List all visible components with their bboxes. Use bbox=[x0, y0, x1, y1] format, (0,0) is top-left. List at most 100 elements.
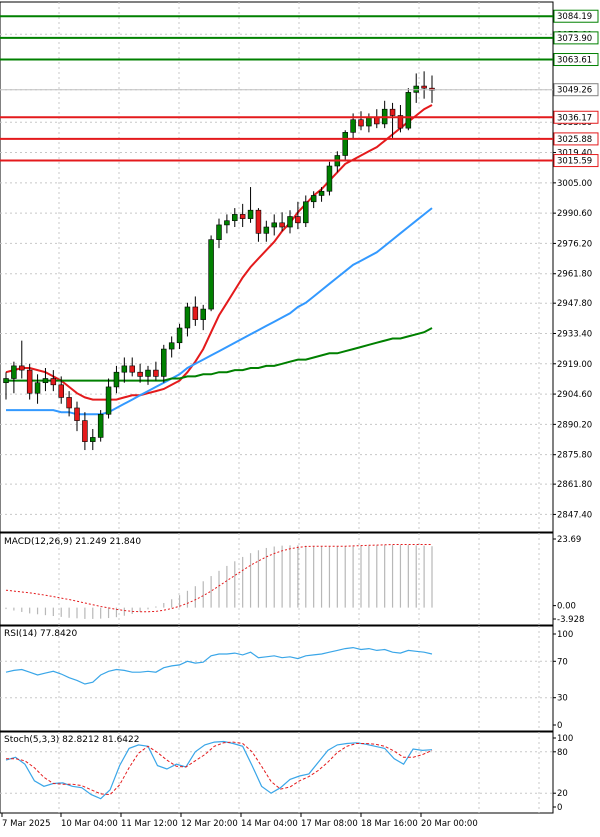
rsi-axis-label: 100 bbox=[557, 630, 573, 640]
candle-body bbox=[429, 87, 435, 91]
candle-body bbox=[287, 216, 293, 228]
candle-body bbox=[129, 365, 135, 373]
candle-body bbox=[121, 365, 128, 373]
candle-body bbox=[303, 201, 309, 224]
candle-body bbox=[26, 369, 33, 394]
macd-axis-label: 23.69 bbox=[557, 535, 581, 545]
candle-body bbox=[145, 369, 151, 377]
rsi-axis-label: 0 bbox=[557, 721, 562, 731]
candle-body bbox=[366, 117, 372, 127]
price-axis-label: 2947.80 bbox=[557, 299, 592, 309]
candle-body bbox=[74, 407, 80, 421]
level-tag-label: 3025.88 bbox=[557, 135, 592, 145]
level-tag bbox=[553, 110, 599, 124]
candle-body bbox=[184, 306, 191, 329]
candle-body bbox=[34, 382, 41, 394]
level-tag-label: 3063.61 bbox=[557, 56, 592, 66]
candle-body bbox=[310, 195, 317, 203]
candle-body bbox=[358, 119, 364, 127]
current-price-tag bbox=[553, 83, 599, 97]
stochastic-axis-label: 0 bbox=[557, 803, 562, 813]
macd-frame bbox=[0, 532, 554, 626]
stochastic-d-line bbox=[6, 741, 433, 796]
rsi-panel: 100 70 30 0 bbox=[0, 625, 573, 732]
candle-body bbox=[216, 224, 222, 240]
candle-body bbox=[66, 397, 72, 409]
x-axis-label: 10 Mar 04:00 bbox=[61, 819, 118, 829]
x-axis-label: 17 Mar 08:00 bbox=[301, 819, 358, 829]
current-price-label: 3049.26 bbox=[557, 86, 592, 96]
level-tag bbox=[553, 31, 599, 45]
moving-average-line bbox=[5, 104, 433, 401]
x-axis-label: 14 Mar 04:00 bbox=[241, 819, 298, 829]
stochastic-label: Stoch(5,3,3) 82.8212 81.6422 bbox=[4, 735, 139, 745]
moving-average-line bbox=[6, 327, 433, 382]
candle-body bbox=[397, 115, 404, 129]
x-axis-label: 11 Mar 12:00 bbox=[121, 819, 178, 829]
candle-body bbox=[421, 85, 427, 89]
candle-body bbox=[413, 85, 419, 93]
candle-body bbox=[405, 92, 412, 129]
x-axis-label: 18 Mar 16:00 bbox=[361, 819, 418, 829]
candle-body bbox=[42, 378, 49, 384]
stochastic-panel: 100 80 20 0 bbox=[0, 731, 573, 814]
candle-body bbox=[97, 413, 104, 438]
candle-body bbox=[255, 209, 262, 234]
candle-body bbox=[247, 209, 254, 219]
x-axis-label: 20 Mar 00:00 bbox=[421, 819, 478, 829]
macd-axis-label: -3.928 bbox=[557, 615, 584, 625]
stochastic-axis-label: 20 bbox=[557, 789, 568, 799]
stochastic-frame bbox=[0, 731, 554, 814]
price-frame bbox=[0, 1, 554, 533]
candle-body bbox=[192, 306, 199, 320]
candle-body bbox=[239, 214, 246, 219]
level-tag bbox=[553, 154, 599, 168]
candle-body bbox=[19, 365, 25, 371]
candle-body bbox=[263, 226, 270, 234]
candle-body bbox=[350, 119, 356, 133]
candle-body bbox=[326, 165, 333, 192]
candle-body bbox=[271, 222, 277, 228]
stochastic-k-line bbox=[5, 740, 433, 800]
candle-body bbox=[90, 437, 96, 442]
rsi-axis-label: 30 bbox=[557, 694, 568, 704]
level-tag-label: 3036.17 bbox=[557, 113, 592, 123]
candle-body bbox=[11, 365, 17, 379]
level-tag bbox=[553, 53, 599, 67]
level-tag-label: 3073.90 bbox=[557, 34, 592, 44]
price-axis-label: 2875.80 bbox=[557, 451, 592, 461]
price-axis-label: 2847.40 bbox=[557, 510, 592, 520]
candle-body bbox=[105, 386, 112, 415]
x-axis: 7 Mar 2025 10 Mar 04:00 11 Mar 12:00 12 Mar… bbox=[1, 813, 478, 829]
candle-body bbox=[50, 378, 57, 386]
price-axis-label: 2961.80 bbox=[557, 270, 592, 280]
macd-panel: 23.69 0.00 -3.928 bbox=[0, 532, 584, 626]
rsi-label: RSI(14) 77.8420 bbox=[4, 629, 77, 639]
candle-body bbox=[176, 327, 183, 344]
price-axis-label: 2890.20 bbox=[557, 420, 592, 430]
candle-body bbox=[137, 371, 143, 377]
level-tag-label: 3084.19 bbox=[557, 12, 592, 22]
candle-body bbox=[208, 239, 214, 310]
price-axis-label: 2990.60 bbox=[557, 209, 592, 219]
candle-body bbox=[389, 108, 396, 116]
candle-body bbox=[113, 371, 120, 388]
candle-body bbox=[295, 216, 301, 224]
price-panel: 3075.603033.803019.403005.002990.602976.… bbox=[0, 1, 599, 533]
price-axis-label: 3005.00 bbox=[557, 179, 592, 189]
level-tag bbox=[553, 9, 599, 23]
x-axis-label: 12 Mar 20:00 bbox=[181, 819, 238, 829]
price-axis-label: 3019.40 bbox=[557, 149, 592, 159]
candle-body bbox=[153, 369, 159, 377]
candle-body bbox=[200, 308, 206, 320]
candle-body bbox=[374, 117, 380, 125]
candle-body bbox=[82, 420, 88, 442]
price-axis-label: 2904.60 bbox=[557, 390, 592, 400]
macd-label: MACD(12,26,9) 21.249 21.840 bbox=[4, 537, 141, 547]
candle-body bbox=[161, 348, 167, 377]
rsi-line bbox=[5, 646, 433, 685]
macd-axis-label: 0.00 bbox=[557, 602, 576, 612]
price-axis-label: 2861.80 bbox=[557, 480, 592, 490]
candle-body bbox=[318, 190, 325, 196]
